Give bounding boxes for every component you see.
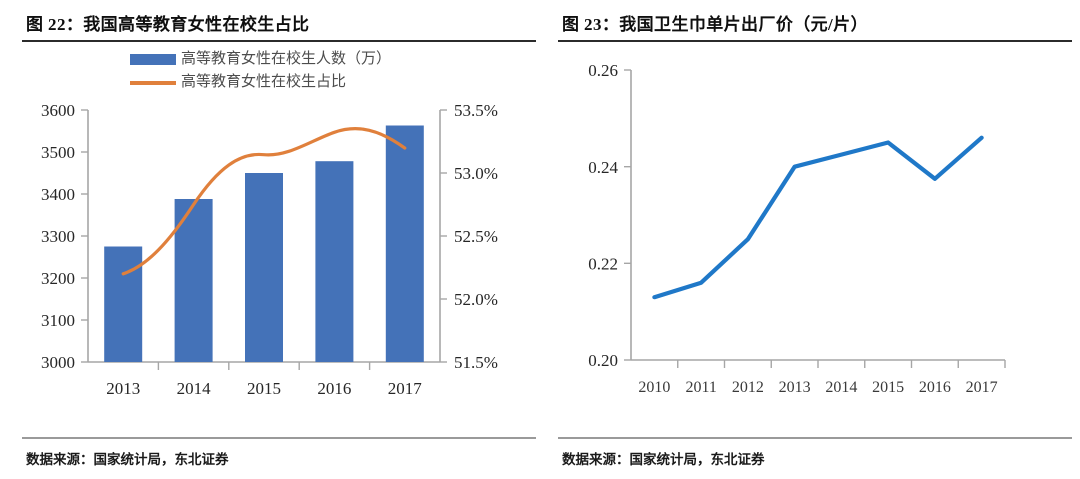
right-y-tick-labels: 51.5% 52.0% 52.5% 53.0% 53.5% [454,101,498,372]
left-y-label-3100: 3100 [41,311,75,330]
line-series-pad-price [652,135,984,300]
left-y-label-3500: 3500 [41,143,75,162]
figure-panel-23: 图 23：我国卫生巾单片出厂价（元/片） 0.20 0.22 0.24 0.26 [558,0,1078,479]
line-swatch-icon [130,80,176,85]
y-ticks [624,69,631,361]
x-axis-category-ticks [677,360,1006,368]
x-label-2014: 2014 [825,379,857,396]
left-y-label-3300: 3300 [41,227,75,246]
y-label-024: 0.24 [588,158,618,177]
y-label-022: 0.22 [588,255,618,274]
right-y-label-535: 53.5% [454,101,498,120]
right-y-label-530: 53.0% [454,164,498,183]
left-y-tick-labels: 3000 3100 3200 3300 3400 3500 3600 [41,101,75,372]
legend-label-students-count: 高等教育女性在校生人数（万） [181,51,392,67]
x-label-2016: 2016 [919,379,951,396]
x-axis-category-ticks [157,362,371,370]
bar-2013 [104,246,143,362]
x-label-2016: 2016 [317,379,351,398]
legend-item-students-share: 高等教育女性在校生占比 [130,71,391,94]
right-y-label-520: 52.0% [454,290,498,309]
bar-2016 [315,161,354,362]
left-y-label-3400: 3400 [41,185,75,204]
bar-2017 [385,125,424,362]
x-label-2010: 2010 [638,379,670,396]
bar-swatch-icon [130,54,176,65]
x-axis-labels: 2013 2014 2015 2016 2017 [106,379,422,398]
figure-22-title: 图 22：我国高等教育女性在校生占比 [26,15,310,34]
figure-23-footer-rule [558,437,1072,439]
right-y-label-515: 51.5% [454,353,498,372]
x-label-2013: 2013 [779,379,811,396]
figure-22-plot: 3000 3100 3200 3300 3400 3500 3600 51.5%… [22,44,536,434]
figure-23-header-rule [558,40,1072,42]
figure-22-source: 数据来源：国家统计局，东北证券 [26,452,229,467]
bar-2014 [174,199,213,362]
x-label-2012: 2012 [732,379,764,396]
figure-23-svg: 0.20 0.22 0.24 0.26 2010 2011 [588,61,1006,396]
figure-22-footer-rule [22,437,536,439]
left-y-label-3600: 3600 [41,101,75,120]
x-label-2015: 2015 [872,379,904,396]
left-y-label-3000: 3000 [41,353,75,372]
figure-23-title: 图 23：我国卫生巾单片出厂价（元/片） [562,15,868,34]
x-label-2017: 2017 [388,379,423,398]
figure-23-plot: 0.20 0.22 0.24 0.26 2010 2011 [558,44,1072,434]
bar-series-students-count [104,125,424,362]
y-tick-labels: 0.20 0.22 0.24 0.26 [588,61,618,370]
x-label-2015: 2015 [247,379,281,398]
y-label-020: 0.20 [588,351,618,370]
left-y-ticks [81,109,88,363]
legend-item-students-count: 高等教育女性在校生人数（万） [130,48,391,71]
x-axis-labels: 2010 2011 2012 2013 2014 2015 2016 2017 [638,379,997,396]
y-label-026: 0.26 [588,61,618,80]
figure-22-legend: 高等教育女性在校生人数（万） 高等教育女性在校生占比 [130,48,391,94]
x-label-2017: 2017 [966,379,998,396]
line-series-students-share [121,127,407,276]
bar-2015 [245,173,283,362]
figure-22-header-rule [22,40,536,42]
x-label-2013: 2013 [106,379,140,398]
figure-panel-22: 图 22：我国高等教育女性在校生占比 高等教育女性在校生人数（万） 高等教育女性… [22,0,542,479]
legend-label-students-share: 高等教育女性在校生占比 [181,74,347,90]
x-label-2014: 2014 [177,379,212,398]
right-y-ticks [440,109,447,363]
left-y-label-3200: 3200 [41,269,75,288]
figure-23-source: 数据来源：国家统计局，东北证券 [562,452,765,467]
x-label-2011: 2011 [685,379,716,396]
figure-22-svg: 3000 3100 3200 3300 3400 3500 3600 51.5%… [41,101,498,398]
right-y-label-525: 52.5% [454,227,498,246]
